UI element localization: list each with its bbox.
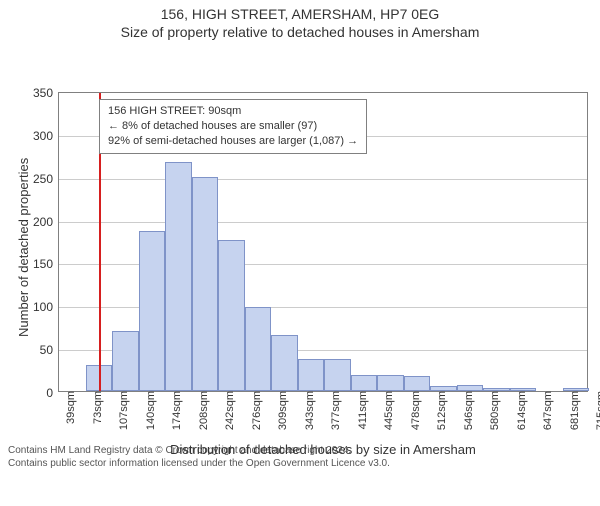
histogram-bar	[271, 335, 298, 391]
gridline	[59, 179, 587, 180]
info-box: 156 HIGH STREET: 90sqm ← 8% of detached …	[99, 99, 367, 154]
x-tick-label: 715sqm	[593, 391, 600, 430]
x-tick-label: 681sqm	[567, 391, 581, 430]
histogram-bar	[404, 376, 431, 391]
footer-line: Contains public sector information licen…	[8, 457, 592, 470]
x-tick-label: 242sqm	[222, 391, 236, 430]
x-tick-label: 309sqm	[275, 391, 289, 430]
x-tick-label: 208sqm	[196, 391, 210, 430]
x-tick-label: 445sqm	[381, 391, 395, 430]
plot-area: 05010015020025030035039sqm73sqm107sqm140…	[58, 92, 588, 392]
x-tick-label: 140sqm	[143, 391, 157, 430]
y-tick-label: 250	[33, 172, 59, 186]
x-tick-label: 174sqm	[169, 391, 183, 430]
x-tick-label: 512sqm	[434, 391, 448, 430]
x-tick-label: 343sqm	[302, 391, 316, 430]
x-tick-label: 614sqm	[514, 391, 528, 430]
histogram-bar	[192, 177, 219, 391]
x-tick-label: 478sqm	[408, 391, 422, 430]
info-box-line: 92% of semi-detached houses are larger (…	[108, 134, 358, 149]
chart-container: Number of detached properties 0501001502…	[0, 42, 600, 442]
histogram-bar	[112, 331, 139, 391]
y-axis-title: Number of detached properties	[16, 158, 31, 337]
info-box-line: ← 8% of detached houses are smaller (97)	[108, 119, 358, 134]
y-tick-label: 100	[33, 300, 59, 314]
page-title-subtitle: Size of property relative to detached ho…	[0, 24, 600, 40]
x-axis-title: Distribution of detached houses by size …	[58, 442, 588, 457]
histogram-bar	[351, 375, 378, 391]
x-tick-label: 546sqm	[461, 391, 475, 430]
histogram-bar	[377, 375, 404, 391]
histogram-bar	[218, 240, 245, 391]
x-tick-label: 377sqm	[328, 391, 342, 430]
info-box-line: 156 HIGH STREET: 90sqm	[108, 104, 358, 119]
histogram-bar	[324, 359, 351, 391]
x-tick-label: 647sqm	[540, 391, 554, 430]
x-tick-label: 39sqm	[63, 391, 77, 424]
x-tick-label: 73sqm	[90, 391, 104, 424]
gridline	[59, 222, 587, 223]
y-tick-label: 200	[33, 215, 59, 229]
y-tick-label: 50	[40, 343, 59, 357]
y-tick-label: 150	[33, 257, 59, 271]
y-tick-label: 350	[33, 86, 59, 100]
x-tick-label: 107sqm	[116, 391, 130, 430]
x-tick-label: 411sqm	[355, 391, 369, 429]
x-tick-label: 276sqm	[249, 391, 263, 430]
page-title-address: 156, HIGH STREET, AMERSHAM, HP7 0EG	[0, 6, 600, 22]
histogram-bar	[298, 359, 325, 391]
histogram-bar	[245, 307, 272, 391]
y-tick-label: 0	[46, 386, 59, 400]
x-tick-label: 580sqm	[487, 391, 501, 430]
y-tick-label: 300	[33, 129, 59, 143]
histogram-bar	[165, 162, 192, 391]
histogram-bar	[139, 231, 166, 391]
